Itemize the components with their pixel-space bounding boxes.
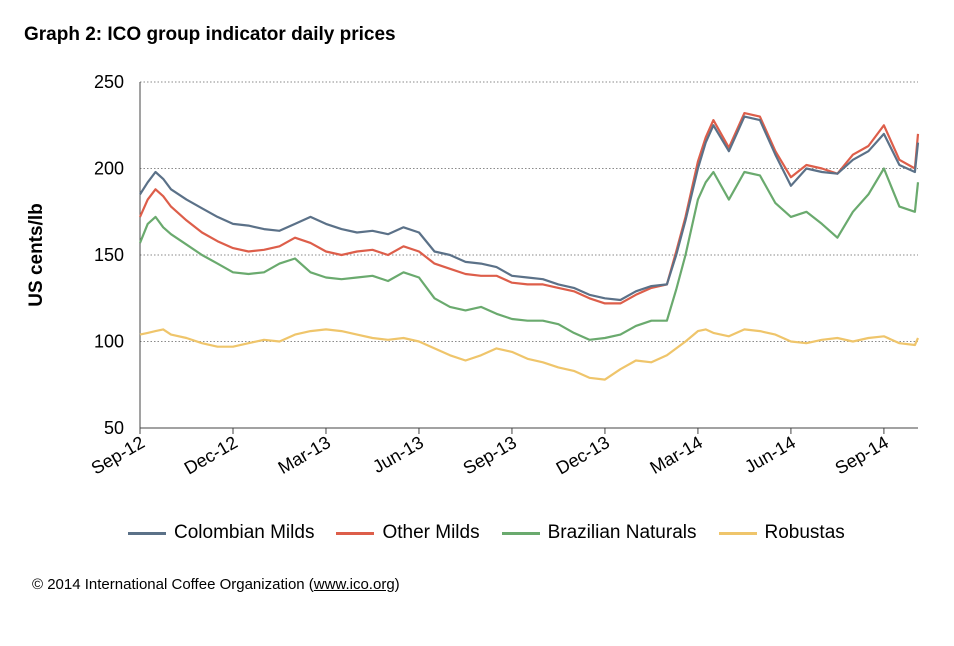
legend-item-colombian-milds: Colombian Milds (128, 522, 314, 544)
y-axis-title: US cents/lb (26, 203, 47, 306)
series-lines (138, 112, 920, 381)
x-tick-label-Jun-13: Jun-13 (369, 432, 427, 477)
ico-website-link[interactable]: www.ico.org (313, 576, 395, 593)
legend-label-colombian-milds: Colombian Milds (174, 522, 315, 543)
copyright-text: © 2014 International Coffee Organization… (32, 576, 314, 593)
x-tick-label-Mar-14: Mar-14 (647, 432, 706, 478)
y-tick-label-100: 100 (94, 332, 124, 352)
legend-swatch-colombian-milds (128, 531, 166, 535)
legend-label-other-milds: Other Milds (382, 522, 480, 543)
legend: Colombian Milds Other Milds Brazilian Na… (128, 522, 867, 544)
legend-swatch-robustas (718, 531, 757, 535)
series-line-brazilian-naturals (138, 167, 920, 341)
y-tick-label-150: 150 (94, 245, 124, 265)
chart-title: Graph 2: ICO group indicator daily price… (24, 24, 396, 45)
legend-item-robustas: Robustas (718, 522, 845, 544)
legend-label-robustas: Robustas (764, 522, 845, 543)
x-tick-label-Dec-13: Dec-13 (553, 432, 613, 478)
legend-swatch-brazilian-naturals (501, 531, 540, 535)
legend-item-other-milds: Other Milds (336, 522, 480, 544)
x-tick-label-Sep-13: Sep-13 (460, 432, 520, 478)
series-line-colombian-milds (139, 115, 920, 302)
grid (140, 81, 918, 342)
axis-labels: 50 100 150 200 250 Sep-12 Dec-12 Mar-13 Jun-13 Se… (26, 72, 892, 478)
x-tick-label-Sep-12: Sep-12 (88, 432, 148, 478)
x-tick-label-Jun-14: Jun-14 (741, 432, 799, 477)
series-line-robustas (139, 328, 920, 381)
y-tick-label-50: 50 (104, 418, 124, 438)
y-tick-label-250: 250 (94, 72, 124, 92)
legend-label-brazilian-naturals: Brazilian Naturals (547, 522, 697, 543)
x-tick-label-Mar-13: Mar-13 (275, 432, 334, 478)
legend-swatch-other-milds (336, 531, 375, 535)
y-tick-label-200: 200 (94, 159, 124, 179)
footer-copyright: © 2014 International Coffee Organization… (32, 576, 400, 593)
series-line-other-milds (138, 112, 920, 305)
x-tick-label-Dec-12: Dec-12 (181, 432, 241, 478)
copyright-close: ) (394, 576, 400, 593)
x-tick-label-Sep-14: Sep-14 (832, 432, 892, 478)
legend-item-brazilian-naturals: Brazilian Naturals (501, 522, 697, 544)
axes (139, 82, 918, 434)
